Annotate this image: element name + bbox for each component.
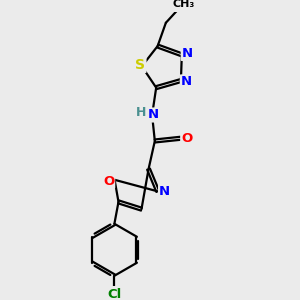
Text: N: N — [159, 185, 170, 198]
Text: N: N — [181, 75, 192, 88]
Text: H: H — [135, 106, 146, 119]
Text: N: N — [182, 47, 193, 60]
Text: Cl: Cl — [107, 288, 122, 300]
Text: O: O — [181, 132, 193, 145]
Text: N: N — [148, 109, 159, 122]
Text: S: S — [135, 58, 146, 72]
Text: O: O — [103, 175, 114, 188]
Text: CH₃: CH₃ — [172, 0, 195, 9]
